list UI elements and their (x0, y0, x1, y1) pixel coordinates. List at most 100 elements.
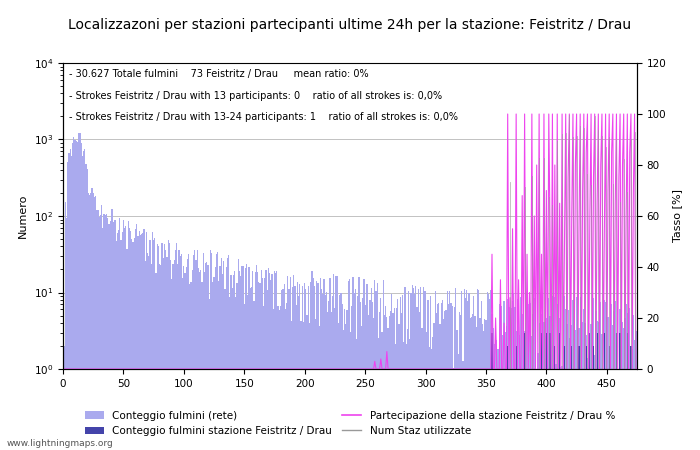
Bar (338, 323, 339, 450)
Bar (90, 193, 92, 450)
Y-axis label: Tasso [%]: Tasso [%] (672, 189, 682, 243)
Bar (290, 321, 292, 450)
Bar (584, 323, 586, 450)
Bar (600, 302, 601, 450)
Bar (265, 270, 267, 450)
Bar (286, 303, 287, 450)
Bar (275, 273, 276, 450)
Bar (384, 315, 385, 450)
Bar (305, 289, 307, 450)
Bar (571, 346, 573, 450)
Bar (206, 262, 207, 450)
Bar (596, 333, 598, 450)
Bar (513, 293, 514, 450)
Bar (127, 220, 129, 450)
Bar (162, 258, 164, 450)
Bar (599, 326, 600, 450)
Bar (506, 326, 507, 450)
Bar (315, 319, 316, 450)
Bar (88, 193, 89, 450)
Bar (277, 306, 279, 450)
Bar (475, 316, 476, 450)
Bar (587, 358, 588, 450)
Bar (147, 253, 148, 450)
Bar (370, 288, 372, 450)
Bar (415, 286, 416, 450)
Bar (426, 332, 427, 450)
Bar (268, 268, 269, 450)
Bar (568, 338, 570, 450)
Bar (558, 315, 559, 450)
Bar (496, 340, 498, 450)
Bar (536, 369, 538, 450)
Bar (453, 368, 454, 450)
Bar (314, 286, 315, 450)
Bar (560, 367, 561, 450)
Bar (486, 292, 488, 450)
Bar (141, 234, 142, 450)
Partecipazione della stazione Feistritz / Drau % (455, 366, 463, 372)
Bar (386, 317, 388, 450)
Bar (501, 306, 503, 450)
Bar (159, 265, 160, 450)
Bar (531, 369, 533, 450)
Bar (215, 267, 216, 450)
Bar (262, 278, 263, 450)
Bar (477, 289, 478, 450)
Bar (383, 280, 384, 450)
Bar (401, 313, 402, 450)
Bar (194, 250, 195, 450)
Bar (174, 260, 175, 450)
Bar (190, 282, 192, 450)
Bar (328, 302, 330, 450)
Bar (92, 193, 94, 450)
Bar (276, 270, 277, 450)
Bar (520, 297, 522, 450)
Bar (430, 296, 431, 450)
Bar (132, 242, 134, 450)
Bar (505, 332, 506, 450)
Bar (237, 259, 239, 450)
Bar (548, 298, 550, 450)
Bar (631, 349, 633, 450)
Bar (122, 220, 124, 450)
Bar (378, 338, 379, 450)
Bar (279, 310, 280, 450)
Bar (491, 314, 493, 450)
Bar (503, 302, 505, 450)
Bar (318, 326, 320, 450)
Bar (287, 276, 288, 450)
Bar (74, 140, 76, 450)
Bar (337, 276, 338, 450)
Bar (433, 323, 435, 450)
Bar (67, 162, 69, 450)
Bar (200, 270, 202, 450)
Bar (83, 152, 84, 450)
Bar (82, 156, 83, 450)
Bar (114, 220, 116, 450)
Bar (608, 355, 610, 450)
Bar (112, 209, 113, 450)
Bar (360, 302, 361, 450)
Bar (634, 340, 635, 450)
Bar (581, 297, 582, 450)
Bar (230, 275, 232, 450)
Bar (616, 333, 617, 450)
Bar (152, 232, 153, 450)
Bar (158, 246, 159, 450)
Bar (223, 261, 224, 450)
Bar (374, 280, 375, 450)
Bar (202, 252, 204, 450)
Partecipazione della stazione Feistritz / Drau % (101, 366, 109, 372)
Bar (407, 328, 408, 450)
Bar (258, 282, 260, 450)
Bar (323, 279, 325, 450)
Bar (484, 320, 485, 450)
Bar (471, 317, 472, 450)
Bar (380, 298, 382, 450)
Bar (473, 296, 475, 450)
Bar (97, 210, 99, 450)
Bar (142, 233, 144, 450)
Bar (531, 336, 533, 450)
Bar (525, 323, 526, 450)
